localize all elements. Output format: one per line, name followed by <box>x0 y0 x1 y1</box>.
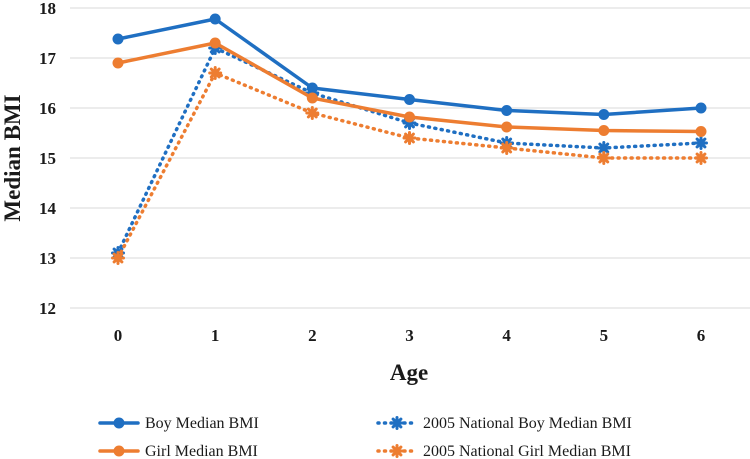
boy-median-bmi-point <box>306 82 318 94</box>
legend-label: Boy Median BMI <box>145 415 259 432</box>
girl-median-bmi-point <box>306 92 318 104</box>
series-line-2005-national-boy-median-bmi <box>116 45 703 255</box>
series-girl-median-bmi <box>112 37 707 137</box>
2005-national-girl-median-bmi-point <box>402 131 417 145</box>
2005-national-boy-median-bmi-point <box>596 141 611 155</box>
series-group <box>111 13 708 265</box>
legend-label: 2005 National Girl Median BMI <box>423 443 631 459</box>
x-tick-labels: 0 1 2 3 4 5 6 <box>114 326 706 345</box>
legend-item-girl-median-bmi: Girl Median BMI <box>98 443 258 459</box>
boy-median-bmi-point <box>209 13 221 25</box>
y-tick-label: 15 <box>39 149 56 168</box>
series-2005-national-boy-median-bmi <box>111 41 708 260</box>
2005-national-boy-median-bmi-point <box>694 136 708 150</box>
boy-median-bmi-point <box>695 102 707 114</box>
boy-median-bmi-point <box>112 33 124 45</box>
legend-2005-national-girl-median-bmi-point <box>390 444 404 458</box>
y-tick-label: 12 <box>39 299 56 318</box>
x-tick-label: 4 <box>502 326 511 345</box>
x-tick-label: 2 <box>308 326 317 345</box>
series-boy-median-bmi <box>112 13 707 120</box>
legend-2005-national-boy-median-bmi-point <box>390 416 404 430</box>
y-tick-label: 14 <box>39 199 57 218</box>
legend-item-boy-median-bmi: Boy Median BMI <box>98 415 259 432</box>
x-tick-label: 5 <box>600 326 609 345</box>
y-tick-label: 16 <box>39 99 56 118</box>
girl-median-bmi-point <box>404 111 415 123</box>
legend-item-2005-national-boy-median-bmi: 2005 National Boy Median BMI <box>376 415 632 432</box>
2005-national-girl-median-bmi-point <box>305 106 320 120</box>
2005-national-girl-median-bmi-point <box>208 66 223 80</box>
x-tick-label: 1 <box>211 326 220 345</box>
gridlines <box>70 7 750 309</box>
boy-median-bmi-point <box>598 109 610 120</box>
girl-median-bmi-point <box>112 57 124 69</box>
x-tick-label: 0 <box>114 326 123 345</box>
y-tick-label: 13 <box>39 249 56 268</box>
y-tick-label: 18 <box>39 0 56 18</box>
legend-item-2005-national-girl-median-bmi: 2005 National Girl Median BMI <box>376 443 631 459</box>
series-2005-national-girl-median-bmi <box>111 66 708 265</box>
x-axis-title: Age <box>390 360 428 385</box>
legend-label: Girl Median BMI <box>145 443 258 459</box>
girl-median-bmi-point <box>598 125 610 136</box>
boy-median-bmi-point <box>501 105 513 116</box>
2005-national-girl-median-bmi-point <box>111 251 125 265</box>
2005-national-boy-median-bmi-point <box>402 116 417 130</box>
girl-median-bmi-point <box>209 37 221 49</box>
y-tick-label: 17 <box>39 49 57 68</box>
2005-national-girl-median-bmi-point <box>499 141 514 155</box>
legend-boy-median-bmi-point <box>113 417 125 429</box>
x-tick-label: 3 <box>405 326 414 345</box>
2005-national-girl-median-bmi-point <box>596 151 611 165</box>
legend-girl-median-bmi-point <box>113 445 125 457</box>
2005-national-girl-median-bmi-point <box>694 151 708 165</box>
legend: Boy Median BMI 2005 National Boy Median B… <box>98 415 632 459</box>
boy-median-bmi-point <box>404 94 415 105</box>
y-tick-labels: 12 13 14 15 16 17 18 <box>39 0 57 318</box>
girl-median-bmi-point <box>695 126 707 137</box>
girl-median-bmi-point <box>501 121 513 133</box>
x-tick-label: 6 <box>697 326 706 345</box>
legend-label: 2005 National Boy Median BMI <box>423 415 632 432</box>
y-axis-title: Median BMI <box>0 94 25 221</box>
